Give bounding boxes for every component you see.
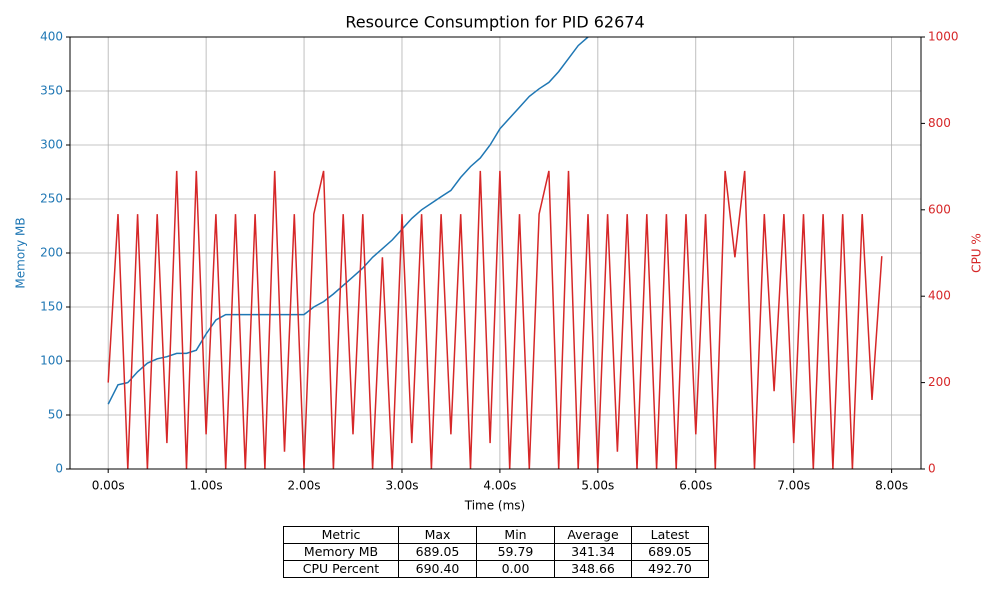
x-tick-label: 6.00s — [679, 479, 712, 493]
y2-tick-label: 800 — [928, 116, 951, 130]
y2-tick-label: 1000 — [928, 30, 959, 44]
table-cell: Latest — [631, 526, 709, 544]
y-tick-label: 0 — [55, 462, 63, 476]
table-row: Metric Max Min Average Latest — [283, 526, 709, 544]
y-tick-label: 50 — [48, 408, 63, 422]
x-tick-label: 5.00s — [581, 479, 614, 493]
y2-tick-label: 200 — [928, 375, 951, 389]
y-tick-label: 350 — [40, 84, 63, 98]
y-tick-label: 200 — [40, 246, 63, 260]
y-tick-label: 150 — [40, 300, 63, 314]
x-tick-label: 0.00s — [92, 479, 125, 493]
chart-title: Resource Consumption for PID 62674 — [345, 13, 644, 32]
table-cell: 0.00 — [476, 560, 555, 578]
x-tick-label: 8.00s — [875, 479, 908, 493]
table-cell: 348.66 — [554, 560, 632, 578]
table-cell: Max — [398, 526, 477, 544]
table-cell: 59.79 — [476, 543, 555, 561]
table-cell: CPU Percent — [283, 560, 399, 578]
x-tick-label: 7.00s — [777, 479, 810, 493]
y-tick-label: 400 — [40, 30, 63, 44]
chart: Resource Consumption for PID 62674 Time … — [14, 13, 984, 513]
x-tick-label: 1.00s — [190, 479, 223, 493]
y-tick-label: 100 — [40, 354, 63, 368]
y2-tick-label: 0 — [928, 462, 936, 476]
y-tick-label: 250 — [40, 192, 63, 206]
stats-table: Metric Max Min Average Latest Memory MB 689.05… — [283, 526, 709, 578]
y2-tick-label: 400 — [928, 289, 951, 303]
table-cell: 689.05 — [398, 543, 477, 561]
y2-tick-label: 600 — [928, 202, 951, 216]
table-row: Memory MB 689.05 59.79 341.34 689.05 — [283, 543, 709, 561]
y2-axis-label: CPU % — [970, 233, 984, 273]
table-cell: Memory MB — [283, 543, 399, 561]
table-cell: Metric — [283, 526, 399, 544]
table-cell: Min — [476, 526, 555, 544]
table-cell: 492.70 — [631, 560, 709, 578]
series-line — [107, 170, 883, 469]
y-tick-label: 300 — [40, 138, 63, 152]
table-cell: Average — [554, 526, 632, 544]
x-axis-label: Time (ms) — [464, 499, 526, 513]
y-axis-label: Memory MB — [14, 217, 28, 288]
table-row: CPU Percent 690.40 0.00 348.66 492.70 — [283, 560, 709, 578]
series-line — [107, 37, 590, 405]
x-tick-label: 2.00s — [288, 479, 321, 493]
table-cell: 689.05 — [631, 543, 709, 561]
x-tick-label: 4.00s — [483, 479, 516, 493]
plot-frame — [69, 36, 922, 470]
table-cell: 341.34 — [554, 543, 632, 561]
table-cell: 690.40 — [398, 560, 477, 578]
x-tick-label: 3.00s — [385, 479, 418, 493]
